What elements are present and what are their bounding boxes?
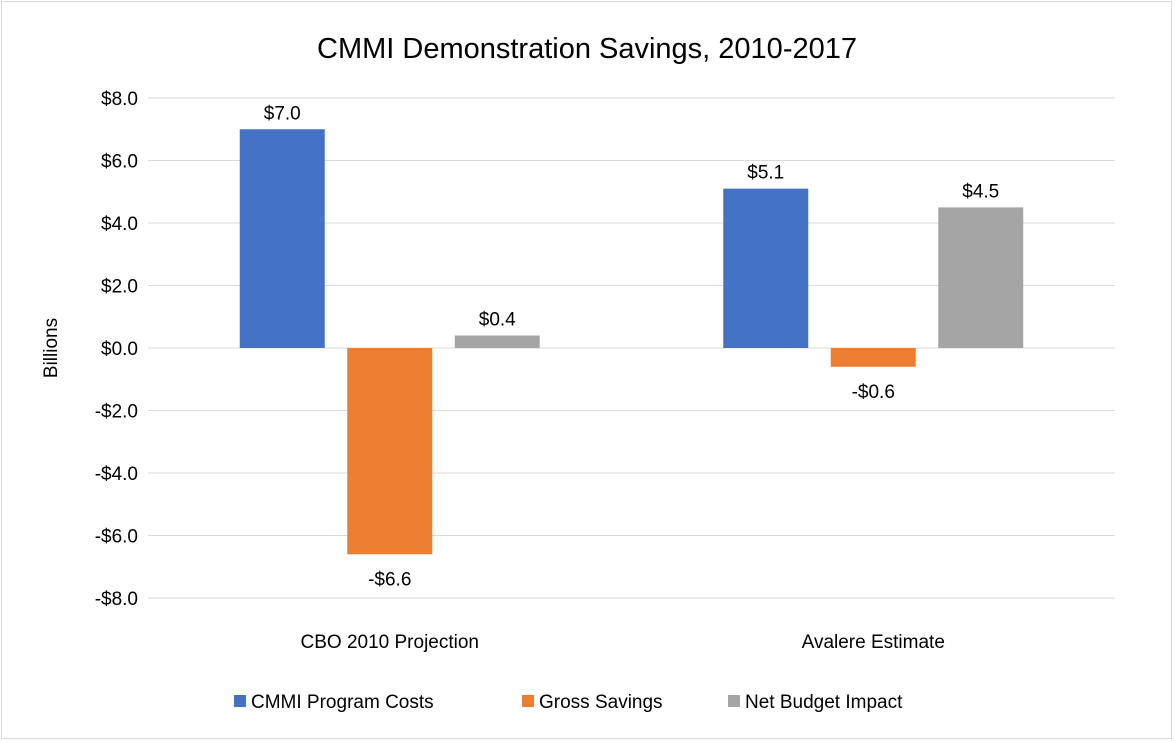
bar: [723, 188, 809, 348]
bar: [938, 207, 1024, 348]
y-tick-label: $0.0: [101, 339, 138, 360]
legend-swatch: [522, 695, 534, 707]
bar: [454, 335, 540, 348]
bar: [239, 129, 325, 348]
data-label: $5.1: [747, 163, 784, 184]
legend-swatch: [728, 695, 740, 707]
bar: [830, 348, 916, 367]
y-tick-label: $6.0: [101, 152, 138, 173]
legend-label: CMMI Program Costs: [251, 692, 434, 713]
data-label: $7.0: [264, 103, 301, 124]
data-label: $4.5: [962, 181, 999, 202]
y-tick-label: $4.0: [101, 214, 138, 235]
y-tick-label: -$8.0: [95, 589, 138, 610]
legend-label: Gross Savings: [539, 692, 663, 713]
bar: [347, 348, 433, 555]
data-label: $0.4: [479, 310, 516, 331]
y-tick-label: -$2.0: [95, 402, 138, 423]
y-tick-label: $2.0: [101, 277, 138, 298]
y-tick-label: $8.0: [101, 89, 138, 110]
x-tick-label: Avalere Estimate: [802, 632, 945, 653]
x-tick-label: CBO 2010 Projection: [301, 632, 480, 653]
data-label: -$6.6: [368, 569, 411, 590]
y-tick-label: -$6.0: [95, 527, 138, 548]
chart-title: CMMI Demonstration Savings, 2010-2017: [317, 33, 857, 65]
y-axis-label: Billions: [41, 318, 62, 378]
legend-swatch: [234, 695, 246, 707]
data-label: -$0.6: [852, 382, 895, 403]
legend-label: Net Budget Impact: [745, 692, 903, 713]
y-tick-label: -$4.0: [95, 464, 138, 485]
